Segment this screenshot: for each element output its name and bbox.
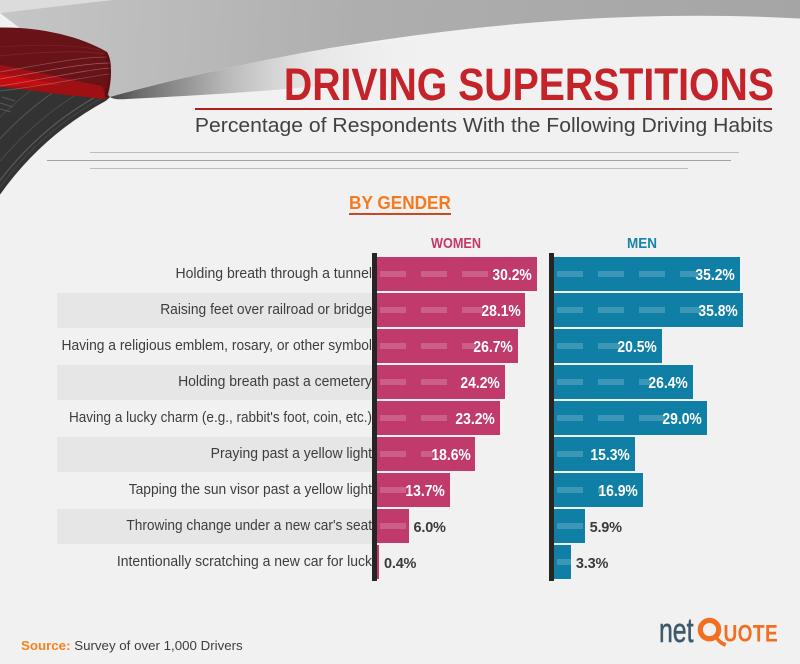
svg-text:net: net <box>659 612 694 650</box>
svg-text:UOTE: UOTE <box>723 621 777 647</box>
